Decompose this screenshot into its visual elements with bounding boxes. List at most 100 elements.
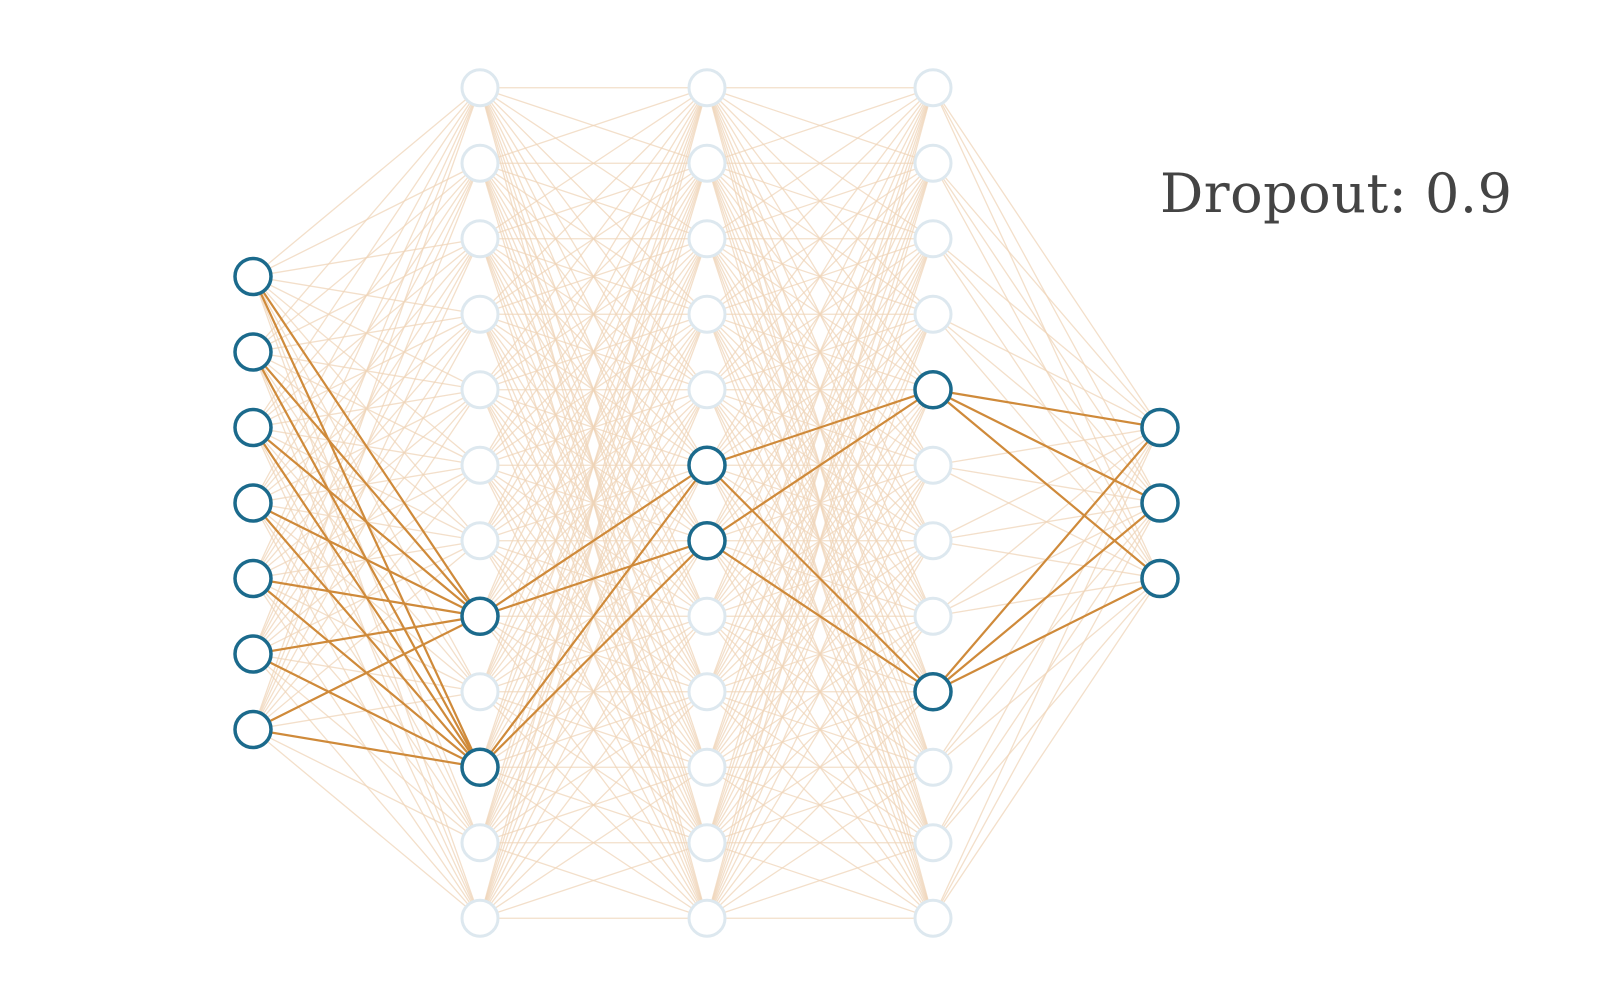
dropped-edge-l0-5-0 [252,87,481,655]
dropout-label-text: Dropout: [1160,162,1408,225]
hidden-3-node-4-active [913,370,953,410]
dropped-edge-l1-11-7 [479,615,708,919]
active-edge-l2-6-8 [706,539,934,693]
dropped-edge-l2-11-6 [706,540,934,919]
active-edge-l1-7-5 [479,464,708,618]
dropped-edge-l3-0-0 [932,87,1161,428]
hidden-1-node-0-dropped [460,68,500,108]
active-edge-l0-5-9 [252,653,481,769]
dropped-edge-l3-1-0 [932,162,1161,428]
dropped-edge-l2-11-9 [706,766,934,919]
output-node-1-active [1140,483,1180,523]
dropped-edge-l0-1-0 [252,87,481,353]
dropped-edge-l1-11-10 [479,842,708,919]
active-edge-l2-5-8 [706,464,934,693]
input-node-1-active [233,332,273,372]
active-edge-l2-5-4 [706,388,934,467]
hidden-1-node-8-dropped [460,672,500,712]
dropped-edge-l2-11-10 [706,842,934,919]
dropped-edge-l1-6-0 [479,87,708,542]
dropped-edge-l3-11-0 [932,427,1161,919]
hidden-2-node-7-dropped [687,596,727,636]
hidden-2-node-2-dropped [687,219,727,259]
dropped-edge-l2-11-1 [706,163,934,919]
dropped-edge-l3-2-0 [932,238,1161,428]
dropped-edge-l0-6-10 [252,728,481,844]
dropped-edge-l2-8-0 [706,87,934,692]
hidden-3-node-7-dropped [913,596,953,636]
hidden-2-node-11-dropped [687,898,727,938]
hidden-1-node-5-dropped [460,445,500,485]
dropped-edge-l2-11-5 [706,464,934,919]
active-edge-l0-6-7 [252,615,481,731]
dropped-edge-l1-11-9 [479,766,708,919]
hidden-1-node-6-dropped [460,521,500,561]
dropped-edge-l2-11-4 [706,389,934,919]
active-edge-l0-4-7 [252,577,481,618]
hidden-1-node-11-dropped [460,898,500,938]
dropped-edge-l2-6-0 [706,87,934,542]
dropped-edge-l1-2-0 [479,87,708,240]
hidden-1-node-9-active [460,747,500,787]
nodes [233,68,1180,938]
dropped-edge-l2-4-0 [706,87,934,391]
active-edge-l1-9-6 [479,539,708,769]
hidden-3-node-11-dropped [913,898,953,938]
dropped-edge-l1-4-0 [479,87,708,391]
active-edge-l0-6-9 [252,728,481,769]
hidden-1-node-7-active [460,596,500,636]
dropped-edge-l1-11-8 [479,691,708,919]
dropped-edge-l2-11-8 [706,691,934,919]
hidden-3-node-6-dropped [913,521,953,561]
active-edges [252,275,1161,769]
hidden-3-node-1-dropped [913,143,953,183]
dropped-edge-l1-7-0 [479,87,708,617]
active-edge-l0-2-7 [252,426,481,618]
hidden-1-node-1-dropped [460,143,500,183]
active-edge-l3-8-2 [932,577,1161,693]
hidden-3-node-8-active [913,672,953,712]
active-edge-l3-8-0 [932,426,1161,693]
active-edge-l3-4-1 [932,388,1161,504]
dropped-edge-l0-3-0 [252,87,481,504]
hidden-2-node-9-dropped [687,747,727,787]
dropped-edge-l2-5-0 [706,87,934,466]
active-edge-l0-0-7 [252,275,481,617]
dropped-edge-l2-11-0 [706,87,934,919]
output-node-0-active [1140,407,1180,448]
hidden-3-node-3-dropped [913,294,953,334]
dropped-edge-l2-1-0 [706,87,934,164]
dropped-edge-l2-2-0 [706,87,934,240]
inactive-edges [252,87,1161,919]
dropped-edge-l1-3-0 [479,87,708,315]
active-edge-l0-3-7 [252,502,481,618]
hidden-1-node-4-dropped [460,370,500,410]
dropped-edge-l3-3-0 [932,313,1161,429]
hidden-2-node-4-dropped [687,370,727,410]
dropout-value: 0.9 [1425,162,1513,225]
hidden-3-node-5-dropped [913,445,953,485]
hidden-2-node-10-dropped [687,823,727,863]
hidden-2-node-5-active [687,445,727,485]
hidden-2-node-6-active [687,521,727,561]
input-node-6-active [233,709,273,750]
dropped-edge-l1-1-0 [479,87,708,164]
dropped-edge-l0-4-0 [252,87,481,579]
input-node-2-active [233,407,273,448]
input-node-5-active [233,634,273,674]
dropped-edge-l3-7-0 [932,427,1161,617]
dropped-edge-l0-6-0 [252,87,481,730]
output-node-2-active [1140,558,1180,599]
active-edge-l0-1-7 [252,351,481,617]
hidden-3-node-9-dropped [913,747,953,787]
hidden-3-node-2-dropped [913,219,953,259]
hidden-1-node-10-dropped [460,823,500,863]
active-edge-l3-4-2 [932,388,1161,580]
active-edge-l0-5-7 [252,615,481,656]
hidden-2-node-8-dropped [687,672,727,712]
dropped-edge-l2-3-0 [706,87,934,315]
dropped-edge-l0-6-11 [252,729,481,919]
dropped-edge-l1-11-5 [479,464,708,919]
